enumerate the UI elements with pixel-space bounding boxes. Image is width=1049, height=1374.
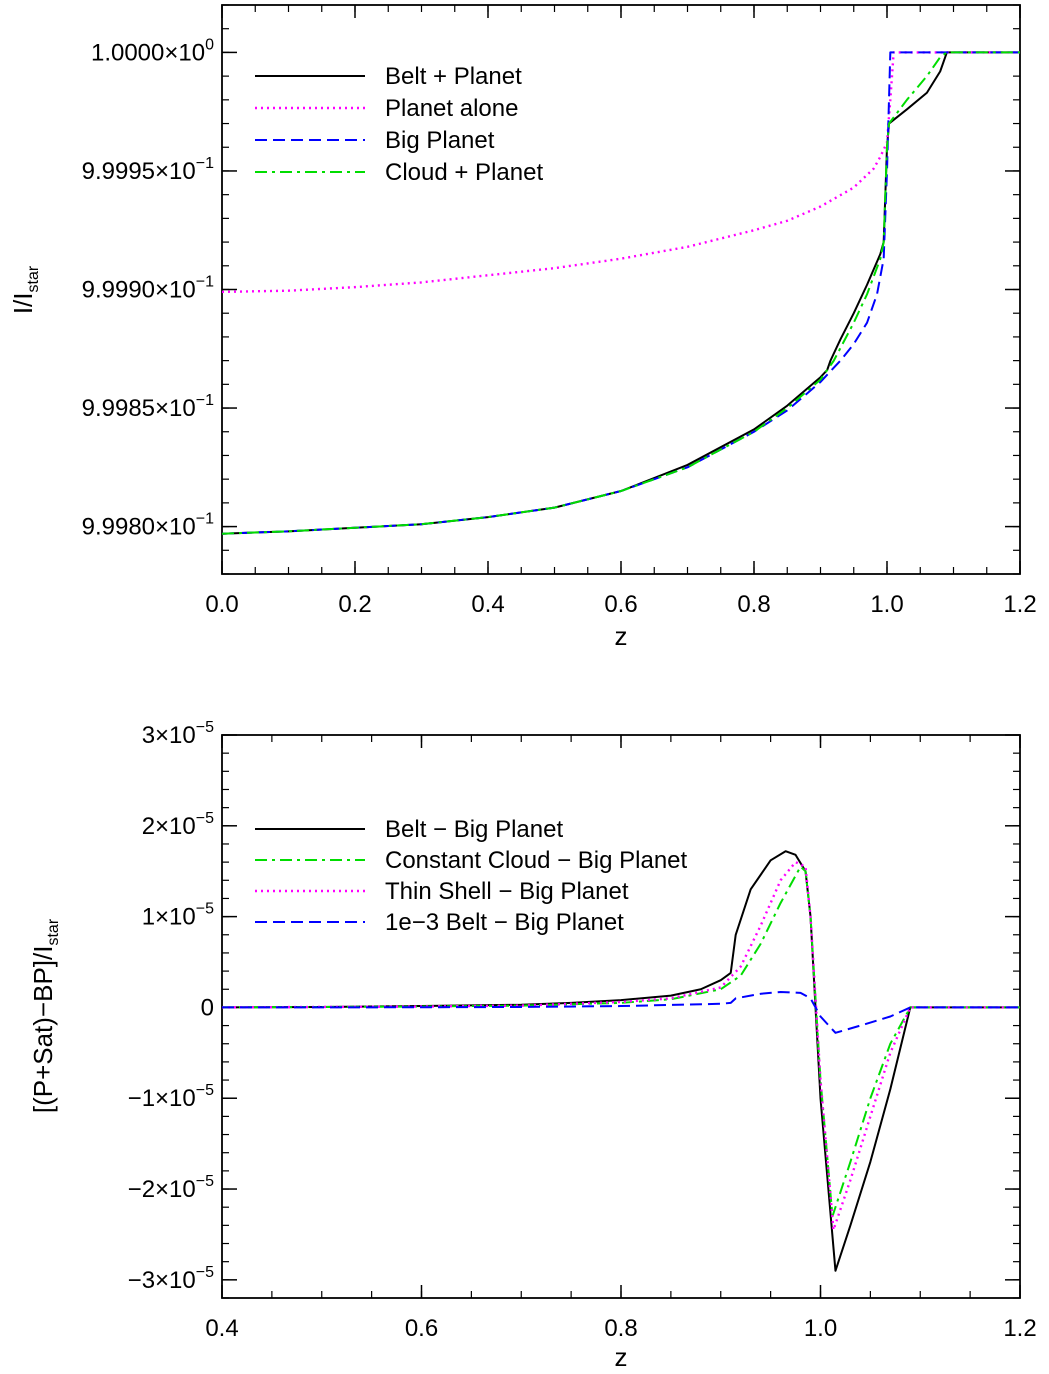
x-tick-label: 0.8 <box>737 591 770 618</box>
legend-label-constant-cloud-big-planet: Constant Cloud − Big Planet <box>385 847 688 874</box>
x-ticks-top: 0.0 0.2 0.4 0.6 0.8 1.0 1.2 <box>205 5 1037 618</box>
y-tick-label: 2×10−5 <box>142 810 214 840</box>
y-tick-label: 1×10−5 <box>142 901 214 931</box>
x-axis-label-bottom: z <box>615 1342 628 1372</box>
x-tick-label: 1.0 <box>804 1315 837 1342</box>
y-tick-label: 9.9995×10−1 <box>82 155 214 185</box>
y-tick-label: 9.9990×10−1 <box>82 274 214 304</box>
legend-label-belt-big-planet: Belt − Big Planet <box>385 816 563 843</box>
series-group-bottom <box>222 850 1020 1272</box>
x-tick-label: 0.6 <box>405 1315 438 1342</box>
plot-frame-top <box>221 4 1021 575</box>
chart-bottom: 0.4 0.6 0.8 1.0 1.2 3×10−5 2×10−5 1×10−5 0 −1×10… <box>28 719 1037 1372</box>
plot-frame-bottom <box>221 734 1021 1299</box>
y-tick-label: −2×10−5 <box>128 1173 214 1203</box>
y-tick-label: 1.0000×100 <box>91 36 214 66</box>
x-tick-label: 0.4 <box>471 591 504 618</box>
x-tick-label: 0.8 <box>604 1315 637 1342</box>
legend-label-big-planet: Big Planet <box>385 127 495 154</box>
series-group-top <box>222 51 1020 535</box>
legend-label-planet-alone: Planet alone <box>385 95 518 122</box>
series-line-cloud-planet <box>222 51 1020 535</box>
legend-label-cloud-planet: Cloud + Planet <box>385 159 543 186</box>
legend-label-thin-shell-big-planet: Thin Shell − Big Planet <box>385 878 629 905</box>
legend-label-belt-planet: Belt + Planet <box>385 63 522 90</box>
chart-top: 0.0 0.2 0.4 0.6 0.8 1.0 1.2 1.0000×100 9.9995×1… <box>8 4 1037 651</box>
y-tick-label: 3×10−5 <box>142 719 214 749</box>
legend-label-1e-3-belt-big-planet: 1e−3 Belt − Big Planet <box>385 909 624 936</box>
y-ticks-bottom: 3×10−5 2×10−5 1×10−5 0 −1×10−5 −2×10−5 −3×10−5 <box>128 719 1020 1299</box>
y-axis-label-bottom: [(P+Sat)−BP]/Istar <box>28 918 62 1113</box>
series-line-belt-planet <box>222 51 1020 535</box>
y-tick-label: 9.9980×10−1 <box>82 511 214 541</box>
x-tick-label: 1.0 <box>870 591 903 618</box>
x-tick-label: 0.0 <box>205 591 238 618</box>
x-ticks-bottom: 0.4 0.6 0.8 1.0 1.2 <box>205 735 1037 1342</box>
legend-top: Belt + Planet Planet alone Big Planet Cloud… <box>255 63 543 186</box>
series-line-constant-cloud-big-planet <box>222 865 1020 1218</box>
y-tick-label: 9.9985×10−1 <box>82 392 214 422</box>
legend-bottom: Belt − Big Planet Constant Cloud − Big Pl… <box>255 816 688 936</box>
x-axis-label-top: z <box>615 621 628 651</box>
x-tick-label: 0.6 <box>604 591 637 618</box>
y-tick-label: −1×10−5 <box>128 1082 214 1112</box>
x-tick-label: 1.2 <box>1003 591 1036 618</box>
x-tick-label: 0.2 <box>338 591 371 618</box>
series-line-1e-3-belt-big-planet <box>222 990 1020 1034</box>
y-axis-label-top: I/Istar <box>8 265 42 314</box>
series-line-belt-big-planet <box>222 850 1020 1272</box>
y-tick-label: 0 <box>201 994 214 1021</box>
x-tick-label: 1.2 <box>1003 1315 1036 1342</box>
y-ticks-top: 1.0000×100 9.9995×10−1 9.9990×10−1 9.9985×1… <box>82 4 1020 575</box>
series-line-big-planet <box>222 51 1020 535</box>
x-tick-label: 0.4 <box>205 1315 238 1342</box>
y-tick-label: −3×10−5 <box>128 1264 214 1294</box>
